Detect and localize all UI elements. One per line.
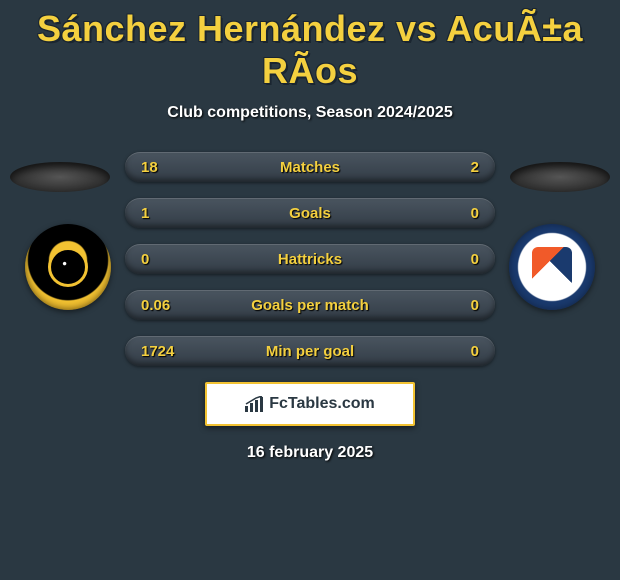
stats-rows: 18 Matches 2 1 Goals 0 0 Hattricks 0 0.0… — [125, 152, 495, 366]
stat-row: 1724 Min per goal 0 — [125, 336, 495, 366]
stat-label: Matches — [125, 159, 495, 176]
comparison-content: 18 Matches 2 1 Goals 0 0 Hattricks 0 0.0… — [0, 152, 620, 462]
stat-row: 18 Matches 2 — [125, 152, 495, 182]
page-title: Sánchez Hernández vs AcuÃ±a RÃ­os — [0, 0, 620, 92]
stat-row: 0.06 Goals per match 0 — [125, 290, 495, 320]
stat-label: Min per goal — [125, 343, 495, 360]
stat-left-value: 0.06 — [141, 297, 170, 314]
stage-left — [10, 162, 110, 192]
stat-left-value: 1724 — [141, 343, 174, 360]
brand-box: FcTables.com — [205, 382, 415, 426]
stat-label: Hattricks — [125, 251, 495, 268]
stage-right — [510, 162, 610, 192]
brand-label: FcTables.com — [269, 395, 375, 413]
stat-left-value: 0 — [141, 251, 149, 268]
team-badge-right — [509, 224, 595, 310]
stat-right-value: 0 — [471, 251, 479, 268]
date-label: 16 february 2025 — [0, 444, 620, 462]
stat-right-value: 2 — [471, 159, 479, 176]
stat-left-value: 18 — [141, 159, 158, 176]
chart-icon — [245, 396, 265, 412]
stat-left-value: 1 — [141, 205, 149, 222]
stat-right-value: 0 — [471, 297, 479, 314]
stat-right-value: 0 — [471, 205, 479, 222]
subtitle: Club competitions, Season 2024/2025 — [0, 104, 620, 122]
stat-right-value: 0 — [471, 343, 479, 360]
stat-label: Goals — [125, 205, 495, 222]
team-badge-left — [25, 224, 111, 310]
stat-row: 0 Hattricks 0 — [125, 244, 495, 274]
stat-row: 1 Goals 0 — [125, 198, 495, 228]
stat-label: Goals per match — [125, 297, 495, 314]
brand-text: FcTables.com — [245, 395, 375, 413]
